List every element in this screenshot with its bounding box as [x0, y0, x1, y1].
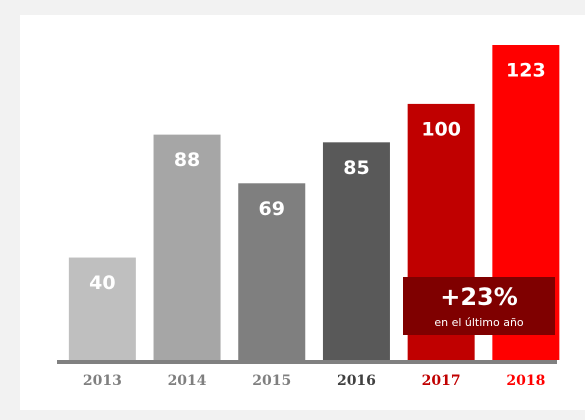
annotation-subtext: en el último año	[434, 316, 524, 329]
value-label: 88	[174, 149, 200, 171]
bar	[153, 134, 221, 360]
x-tick-label: 2014	[168, 373, 207, 389]
annotation-text: +23%	[440, 283, 518, 311]
bar	[68, 257, 136, 360]
annotation-box	[403, 277, 555, 335]
bar	[238, 183, 306, 360]
value-label: 100	[421, 118, 461, 140]
x-tick-label: 2015	[252, 373, 291, 389]
x-tick-label: 2016	[337, 373, 376, 389]
x-tick-label: 2013	[83, 373, 122, 389]
value-label: 85	[343, 157, 369, 179]
bar	[322, 142, 390, 360]
x-tick-label: 2017	[422, 373, 461, 389]
value-label: 40	[89, 272, 115, 294]
x-tick-label: 2018	[506, 373, 545, 389]
value-label: 69	[259, 198, 285, 220]
value-label: 123	[506, 60, 546, 82]
